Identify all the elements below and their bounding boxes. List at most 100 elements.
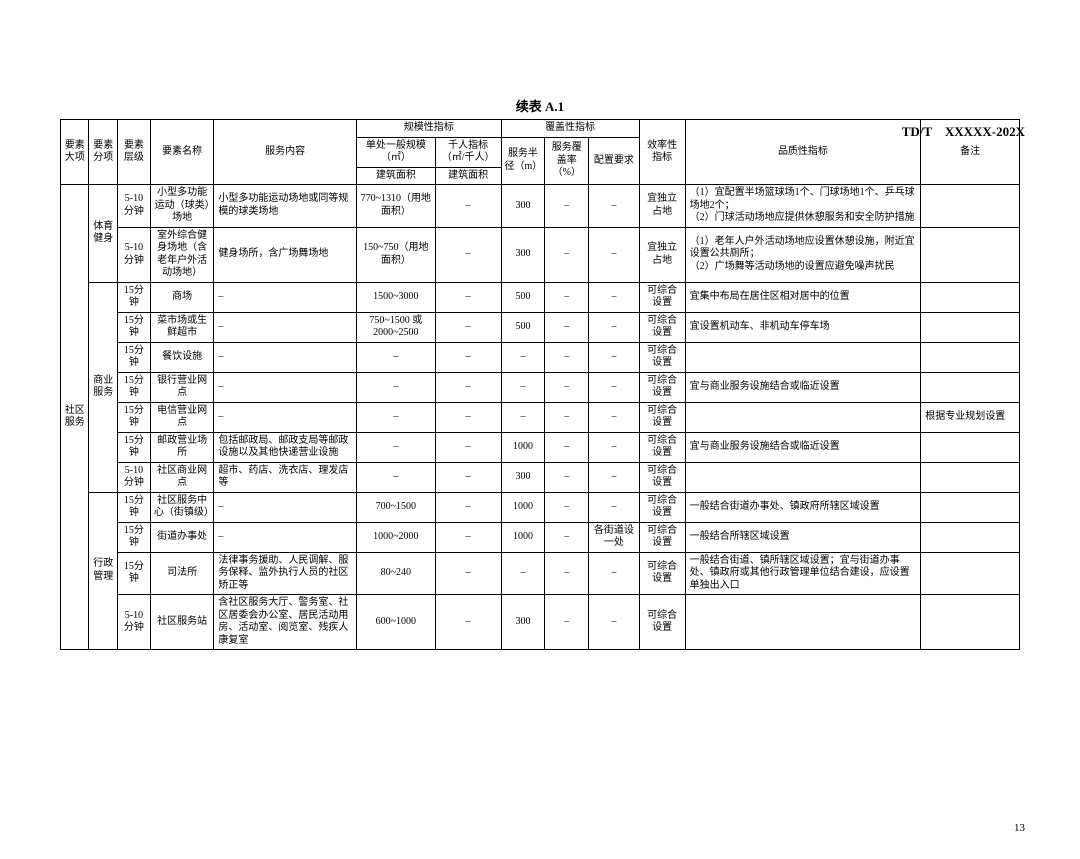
- cell-content: 超市、药店、洗衣店、理发店等: [214, 462, 356, 492]
- cell-remark: [921, 432, 1020, 462]
- cell-level: 5-10分钟: [117, 185, 150, 228]
- table-row: 15分钟餐饮设施––––––可综合设置: [61, 342, 1020, 372]
- cell-remark: [921, 227, 1020, 282]
- cell-level: 5-10分钟: [117, 227, 150, 282]
- cell-content: 含社区服务大厅、警务室、社区居委会办公室、居民活动用房、活动室、阅览室、残疾人康…: [214, 595, 356, 650]
- table-row: 15分钟街道办事处–1000~2000–1000–各街道设一处可综合设置一般结合…: [61, 522, 1020, 552]
- cell-scale: –: [356, 402, 435, 432]
- cell-level: 15分钟: [117, 402, 150, 432]
- table-row: 15分钟电信营业网点––––––可综合设置根据专业规划设置: [61, 402, 1020, 432]
- cell-content: 小型多功能运动场地或同等规模的球类场地: [214, 185, 356, 228]
- cell-quality: 宜集中布局在居住区相对居中的位置: [685, 282, 921, 312]
- cell-name: 邮政营业场所: [150, 432, 214, 462]
- cell-content: 法律事务援助、人民调解、服务保释、监外执行人员的社区矫正等: [214, 552, 356, 595]
- table-row: 5-10分钟社区商业网点超市、药店、洗衣店、理发店等––300––可综合设置: [61, 462, 1020, 492]
- cell-level: 5-10分钟: [117, 462, 150, 492]
- cell-thousand: –: [435, 552, 501, 595]
- cell-name: 商场: [150, 282, 214, 312]
- cell-scale: 700~1500: [356, 492, 435, 522]
- cell-quality: 宜与商业服务设施结合或临近设置: [685, 372, 921, 402]
- hdr-scale-unit: 单处一般规模（㎡）: [356, 137, 435, 167]
- cell-config: –: [589, 492, 639, 522]
- table-row: 社区服务体育健身5-10分钟小型多功能运动（球类）场地小型多功能运动场地或同等规…: [61, 185, 1020, 228]
- cell-remark: [921, 372, 1020, 402]
- hdr-eff: 效率性指标: [639, 120, 685, 185]
- hdr-thousand: 千人指标（㎡/千人）: [435, 137, 501, 167]
- cell-scale: –: [356, 432, 435, 462]
- cell-thousand: –: [435, 342, 501, 372]
- cell-sub: 体育健身: [89, 185, 117, 283]
- cell-eff: 可综合设置: [639, 372, 685, 402]
- cell-radius: 300: [501, 185, 545, 228]
- hdr-scale-group: 规模性指标: [356, 120, 501, 138]
- hdr-thousand-sub: 建筑面积: [435, 167, 501, 185]
- document-id: TD/T XXXXX-202X: [902, 121, 1025, 140]
- cell-eff: 可综合设置: [639, 342, 685, 372]
- cell-quality: [685, 595, 921, 650]
- cell-cover: –: [545, 402, 589, 432]
- cell-name: 社区服务中心（街镇级）: [150, 492, 214, 522]
- cell-remark: [921, 342, 1020, 372]
- table-row: 15分钟邮政营业场所包括邮政局、邮政支局等邮政设施以及其他快递营业设施––100…: [61, 432, 1020, 462]
- cell-sub: 行政管理: [89, 492, 117, 650]
- hdr-cover-group: 覆盖性指标: [501, 120, 639, 138]
- cell-cover: –: [545, 432, 589, 462]
- hdr-sub: 要素分项: [89, 120, 117, 185]
- cell-name: 电信营业网点: [150, 402, 214, 432]
- cell-scale: –: [356, 342, 435, 372]
- cell-quality: 一般结合街道、镇所辖区域设置；宜与街道办事处、镇政府或其他行政管理单位结合建设，…: [685, 552, 921, 595]
- cell-cover: –: [545, 522, 589, 552]
- cell-thousand: –: [435, 462, 501, 492]
- cell-name: 菜市场或生鲜超市: [150, 312, 214, 342]
- cell-remark: 根据专业规划设置: [921, 402, 1020, 432]
- cell-scale: 600~1000: [356, 595, 435, 650]
- cell-radius: 300: [501, 227, 545, 282]
- cell-content: –: [214, 312, 356, 342]
- cell-thousand: –: [435, 595, 501, 650]
- cell-config: –: [589, 342, 639, 372]
- cell-quality: （1）宜配置半场篮球场1个、门球场地1个、乒乓球场地2个；（2）门球活动场地应提…: [685, 185, 921, 228]
- cell-sub: 商业服务: [89, 282, 117, 492]
- cell-cover: –: [545, 342, 589, 372]
- cell-radius: –: [501, 402, 545, 432]
- cell-eff: 宜独立占地: [639, 227, 685, 282]
- cell-remark: [921, 462, 1020, 492]
- cell-scale: 150~750（用地面积）: [356, 227, 435, 282]
- cell-quality: 宜与商业服务设施结合或临近设置: [685, 432, 921, 462]
- cell-cover: –: [545, 312, 589, 342]
- hdr-content: 服务内容: [214, 120, 356, 185]
- cell-content: –: [214, 372, 356, 402]
- cell-eff: 可综合设置: [639, 522, 685, 552]
- cell-scale: 750~1500 或 2000~2500: [356, 312, 435, 342]
- cell-content: –: [214, 402, 356, 432]
- cell-cover: –: [545, 462, 589, 492]
- cell-radius: 1000: [501, 492, 545, 522]
- cell-thousand: –: [435, 282, 501, 312]
- hdr-quality: 品质性指标: [685, 120, 921, 185]
- cell-content: –: [214, 342, 356, 372]
- cell-config: –: [589, 282, 639, 312]
- table-row: 15分钟菜市场或生鲜超市–750~1500 或 2000~2500–500––可…: [61, 312, 1020, 342]
- cell-radius: 500: [501, 312, 545, 342]
- cell-name: 室外综合健身场地（含老年户外活动场地）: [150, 227, 214, 282]
- cell-remark: [921, 522, 1020, 552]
- cell-content: 健身场所，含广场舞场地: [214, 227, 356, 282]
- hdr-scale-sub: 建筑面积: [356, 167, 435, 185]
- cell-level: 15分钟: [117, 282, 150, 312]
- cell-level: 15分钟: [117, 342, 150, 372]
- table-row: 15分钟银行营业网点––––––可综合设置宜与商业服务设施结合或临近设置: [61, 372, 1020, 402]
- cell-thousand: –: [435, 402, 501, 432]
- cell-thousand: –: [435, 432, 501, 462]
- cell-quality: （1）老年人户外活动场地应设置休憩设施，附近宜设置公共厕所；（2）广场舞等活动场…: [685, 227, 921, 282]
- cell-content: –: [214, 492, 356, 522]
- cell-eff: 可综合设置: [639, 282, 685, 312]
- hdr-major: 要素大项: [61, 120, 89, 185]
- cell-config: –: [589, 462, 639, 492]
- cell-scale: 770~1310（用地面积）: [356, 185, 435, 228]
- cell-eff: 可综合设置: [639, 402, 685, 432]
- cell-cover: –: [545, 552, 589, 595]
- cell-config: –: [589, 402, 639, 432]
- cell-remark: [921, 492, 1020, 522]
- cell-content: 包括邮政局、邮政支局等邮政设施以及其他快递营业设施: [214, 432, 356, 462]
- cell-scale: –: [356, 462, 435, 492]
